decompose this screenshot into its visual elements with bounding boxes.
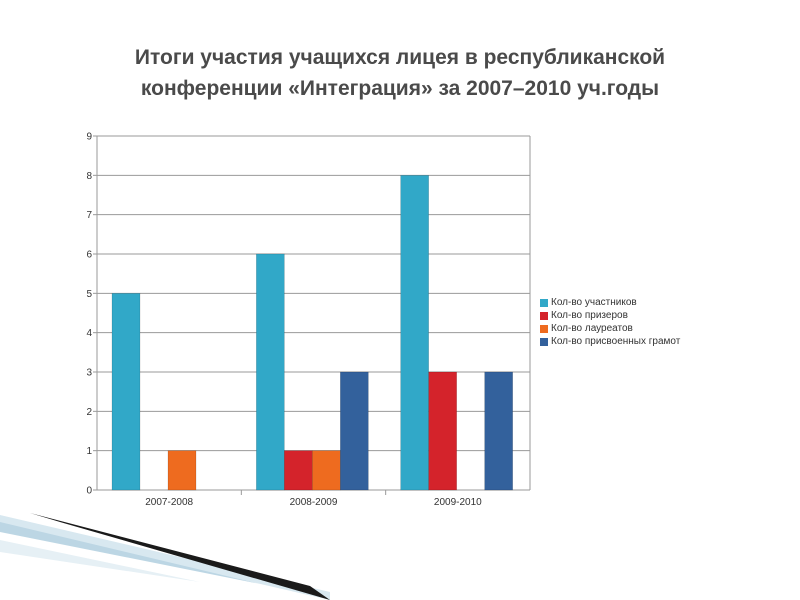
y-tick-label: 4 bbox=[86, 328, 92, 339]
legend-swatch bbox=[540, 337, 548, 346]
title-line-2: конференции «Интеграция» за 2007–2010 уч… bbox=[140, 77, 660, 100]
legend-label: Кол-во призеров bbox=[551, 310, 628, 321]
legend-item: Кол-во призеров bbox=[540, 309, 680, 322]
y-tick-label: 6 bbox=[86, 250, 92, 261]
x-tick-label: 2007-2008 bbox=[145, 497, 193, 508]
bar bbox=[312, 450, 341, 491]
chart-legend: Кол-во участников Кол-во призеров Кол-во л… bbox=[540, 296, 680, 348]
x-tick-label: 2009-2010 bbox=[434, 497, 482, 508]
y-tick-label: 3 bbox=[86, 368, 92, 379]
legend-swatch bbox=[540, 298, 548, 307]
legend-item: Кол-во участников bbox=[540, 296, 680, 309]
y-tick-label: 9 bbox=[86, 132, 92, 143]
bar bbox=[111, 293, 141, 491]
legend-item: Кол-во присвоенных грамот bbox=[540, 335, 680, 348]
bar bbox=[428, 371, 457, 491]
y-tick-label: 7 bbox=[86, 210, 92, 221]
title-line-1: Итоги участия учащихся лицея в республик… bbox=[134, 46, 666, 69]
bar bbox=[256, 253, 285, 491]
y-tick-label: 8 bbox=[86, 171, 92, 182]
legend-label: Кол-во присвоенных грамот bbox=[551, 336, 681, 347]
legend-swatch bbox=[540, 324, 548, 333]
bar bbox=[484, 371, 513, 491]
y-tick-label: 1 bbox=[86, 446, 92, 457]
bar bbox=[340, 371, 369, 491]
legend-item: Кол-во лауреатов bbox=[540, 322, 680, 335]
bar bbox=[400, 175, 429, 491]
y-tick-label: 0 bbox=[86, 486, 92, 497]
y-tick-label: 5 bbox=[86, 289, 92, 300]
legend-swatch bbox=[540, 311, 548, 320]
slide-title: Итоги участия учащихся лицея в республик… bbox=[40, 42, 760, 104]
legend-label: Кол-во лауреатов bbox=[551, 323, 633, 334]
y-tick-label: 2 bbox=[86, 407, 92, 418]
legend-label: Кол-во участников bbox=[551, 297, 637, 308]
bar bbox=[284, 450, 313, 491]
bar bbox=[167, 450, 197, 491]
x-tick-label: 2008-2009 bbox=[290, 497, 338, 508]
